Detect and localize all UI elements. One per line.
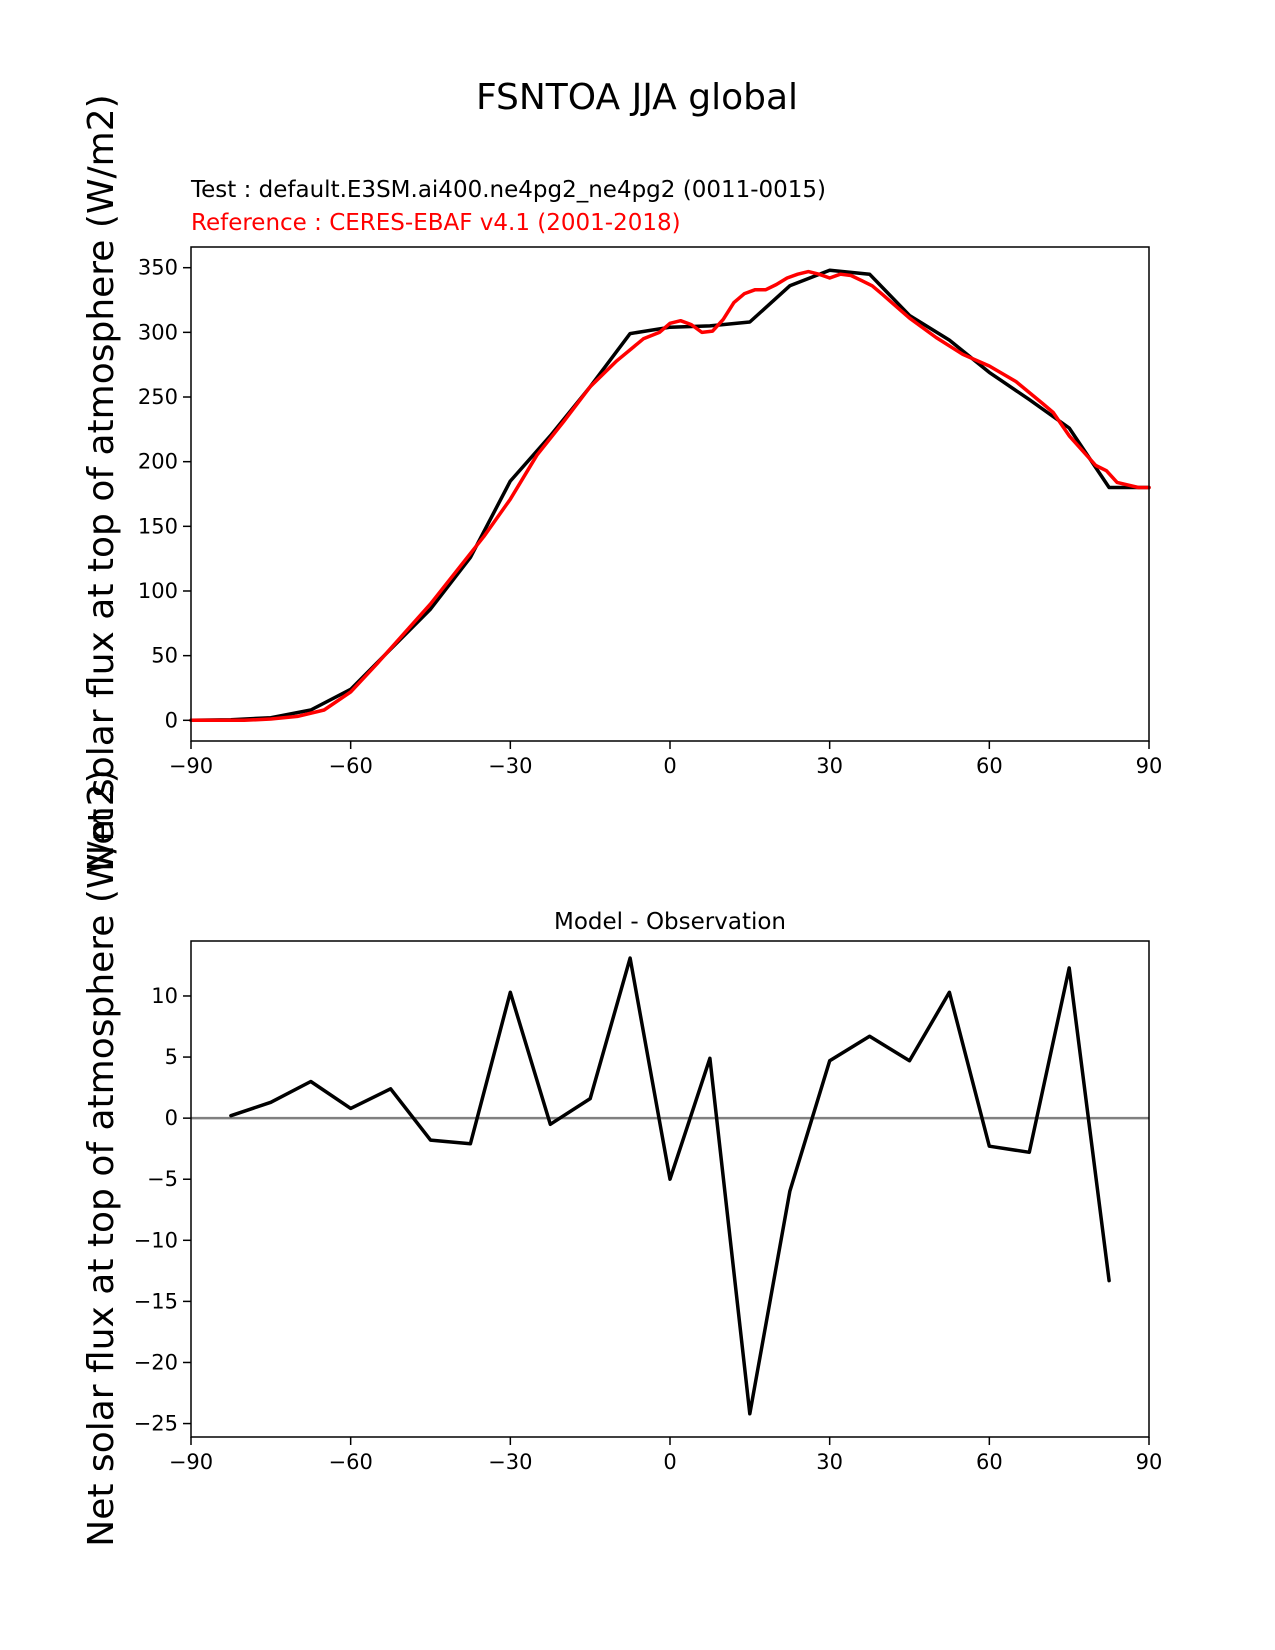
x-tick-label: 60 — [976, 1450, 1003, 1474]
y-tick-label: 0 — [165, 708, 178, 732]
x-tick-label: −30 — [488, 1450, 532, 1474]
x-tick-label: −60 — [329, 754, 373, 778]
x-tick-label: 0 — [663, 754, 676, 778]
reference-label: Reference : CERES-EBAF v4.1 (2001-2018) — [191, 210, 681, 236]
x-tick-label: 0 — [663, 1450, 676, 1474]
y-tick-label: −10 — [134, 1228, 178, 1252]
test-label: Test : default.E3SM.ai400.ne4pg2_ne4pg2 … — [190, 177, 826, 203]
plot-frame — [190, 940, 1150, 1438]
y-tick-label: 200 — [138, 450, 178, 474]
y-tick-label: 50 — [151, 644, 178, 668]
x-tick-label: 30 — [816, 754, 843, 778]
y-tick-label: 250 — [138, 385, 178, 409]
flux-panel: −90 −60 −30 0 30 60 90 0 50 100 150 200 250 300 350 — [138, 246, 1163, 778]
y-tick-label: −25 — [134, 1412, 178, 1436]
figure-ylabel-lower: Net solar flux at top of atmosphere (W/m… — [81, 769, 122, 1546]
y-tick-label: −5 — [147, 1167, 178, 1191]
figure-ylabel-upper: Net solar flux at top of atmosphere (W/m… — [81, 94, 122, 871]
y-tick-label: 5 — [165, 1045, 178, 1069]
x-tick-label: 60 — [976, 754, 1003, 778]
y-tick-label: 0 — [165, 1106, 178, 1130]
figure-title: FSNTOA JJA global — [476, 77, 798, 118]
y-tick-label: 150 — [138, 514, 178, 538]
y-tick-label: 350 — [138, 256, 178, 280]
y-tick-label: 10 — [151, 984, 178, 1008]
x-tick-label: −60 — [329, 1450, 373, 1474]
series-line-reference — [189, 269, 1151, 723]
x-tick-label: −90 — [169, 1450, 213, 1474]
x-tick-label: 90 — [1136, 1450, 1163, 1474]
y-tick-label: −15 — [134, 1289, 178, 1313]
plot-frame — [190, 246, 1150, 742]
x-tick-label: −90 — [169, 754, 213, 778]
y-tick-label: 300 — [138, 320, 178, 344]
x-tick-label: 30 — [816, 1450, 843, 1474]
x-tick-label: 90 — [1136, 754, 1163, 778]
y-tick-label: −20 — [134, 1350, 178, 1374]
series-line-test — [229, 956, 1111, 1416]
series-line-test — [189, 268, 1151, 723]
diff-panel-title: Model - Observation — [554, 909, 786, 935]
x-tick-label: −30 — [488, 754, 532, 778]
difference-panel: −90 −60 −30 0 30 60 90 −25 −20 −15 −10 −5 0 5 10 — [134, 940, 1163, 1474]
y-tick-label: 100 — [138, 579, 178, 603]
